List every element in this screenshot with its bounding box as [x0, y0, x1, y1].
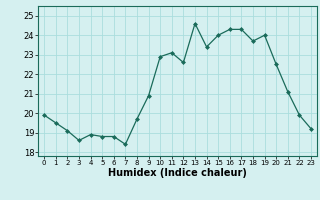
X-axis label: Humidex (Indice chaleur): Humidex (Indice chaleur)	[108, 168, 247, 178]
